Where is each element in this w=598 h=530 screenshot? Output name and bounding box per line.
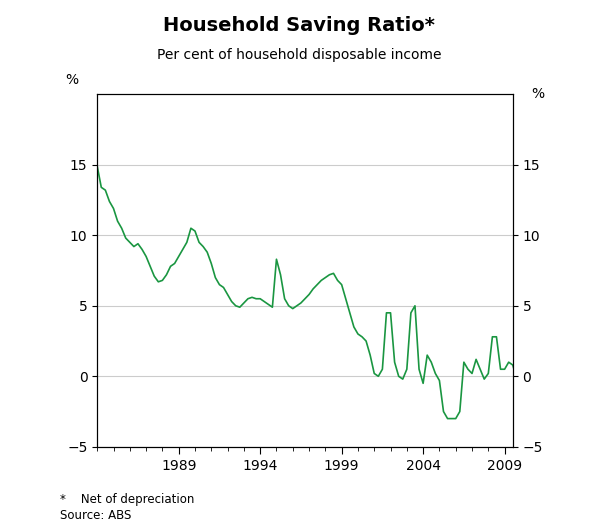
Text: Household Saving Ratio*: Household Saving Ratio* [163, 16, 435, 35]
Text: Source: ABS: Source: ABS [60, 509, 131, 522]
Y-axis label: %: % [531, 87, 544, 101]
Text: *    Net of depreciation: * Net of depreciation [60, 493, 194, 506]
Y-axis label: %: % [66, 73, 79, 87]
Text: Per cent of household disposable income: Per cent of household disposable income [157, 48, 441, 61]
